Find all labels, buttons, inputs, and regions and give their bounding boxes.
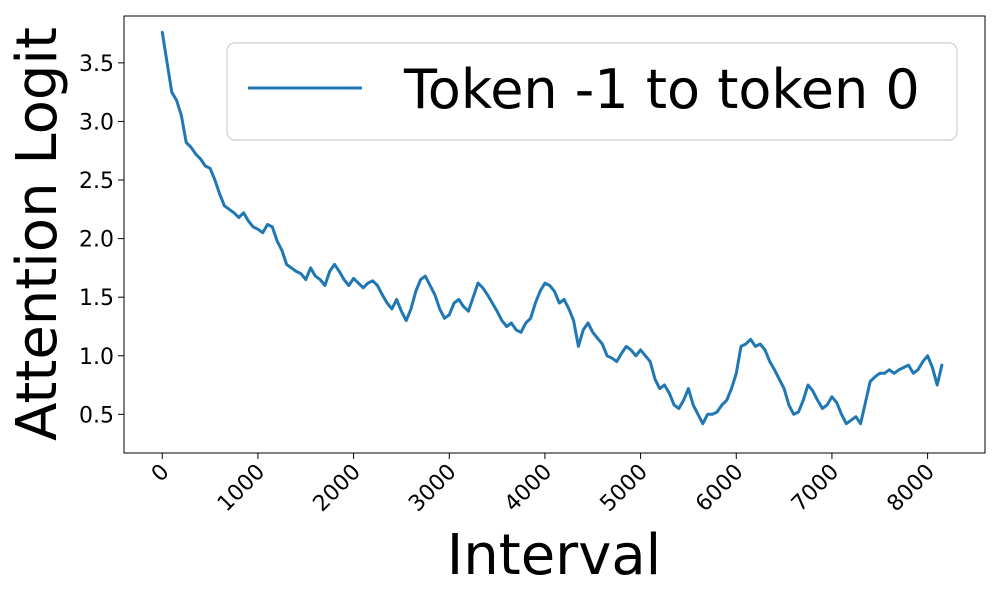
y-axis-title: Attention Logit xyxy=(5,27,70,441)
x-axis: 0 1000 2000 3000 4000 5000 6000 7000 8000 xyxy=(147,453,940,517)
legend-box xyxy=(226,42,958,141)
x-axis-title: Interval xyxy=(447,523,661,588)
y-tick-label: 3.5 xyxy=(79,52,114,77)
x-tick-label: 4000 xyxy=(500,460,557,517)
y-tick-label: 0.5 xyxy=(79,403,114,428)
x-tick-label: 2000 xyxy=(309,460,366,517)
x-tick-label: 1000 xyxy=(213,460,270,517)
x-tick-label: 5000 xyxy=(596,460,653,517)
y-axis: 0.5 1.0 1.5 2.0 2.5 3.0 3.5 xyxy=(79,52,124,428)
y-tick-label: 2.5 xyxy=(79,169,114,194)
legend: Token -1 to token 0 xyxy=(226,42,958,141)
x-tick-label: 8000 xyxy=(883,460,940,517)
series-line-token-1-to-token-0 xyxy=(160,30,944,426)
y-tick-label: 3.0 xyxy=(79,110,114,135)
x-tick-label: 3000 xyxy=(404,460,461,517)
x-tick-label: 7000 xyxy=(787,460,844,517)
legend-label: Token -1 to token 0 xyxy=(403,58,920,121)
x-tick-label: 0 xyxy=(147,460,175,488)
x-tick-label: 6000 xyxy=(691,460,748,517)
y-tick-label: 2.0 xyxy=(79,228,114,253)
y-tick-label: 1.5 xyxy=(79,286,114,311)
y-tick-label: 1.0 xyxy=(79,345,114,370)
